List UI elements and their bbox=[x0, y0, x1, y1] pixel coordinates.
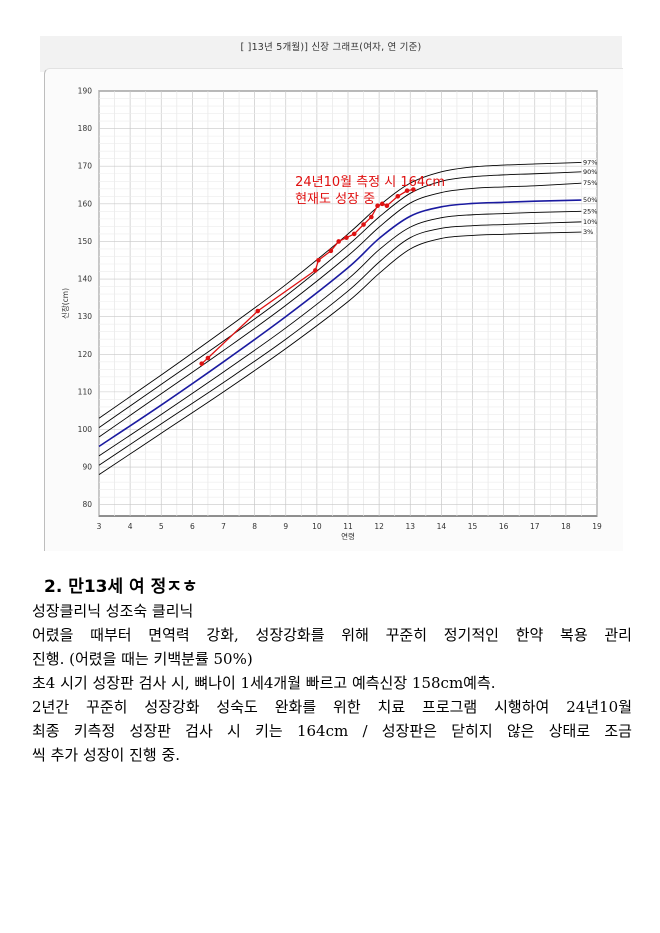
y-tick-label: 110 bbox=[78, 387, 93, 396]
measured-height-point bbox=[351, 231, 357, 237]
x-tick-label: 15 bbox=[468, 522, 478, 531]
y-tick-label: 150 bbox=[78, 237, 93, 246]
growth-chart: 80 90 100 110 120 130 140 150 160 170 180 190 3 4 5 6 7 8… bbox=[60, 87, 602, 542]
measured-height-point bbox=[313, 268, 318, 273]
percentile-curve-10 bbox=[98, 221, 582, 466]
paragraph-line: 진행. (어렸을 때는 키백분률 50%) bbox=[32, 650, 253, 668]
y-tick-label: 90 bbox=[82, 463, 92, 472]
measured-height-point bbox=[375, 203, 380, 209]
x-tick-label: 3 bbox=[97, 522, 102, 531]
measured-height-point bbox=[384, 203, 390, 209]
measured-height-point bbox=[205, 355, 211, 361]
paragraph-line: 최종 키측정 성장판 검사 시 키는 164cm / 성장판은 닫히지 않은 상… bbox=[32, 722, 632, 740]
measured-height-point bbox=[404, 188, 410, 193]
y-tick-label: 190 bbox=[78, 87, 93, 96]
y-tick-label: 120 bbox=[78, 350, 93, 359]
x-tick-label: 19 bbox=[592, 522, 602, 531]
paragraph-line: 초4 시기 성장판 검사 시, 뼈나이 1세4개월 빠르고 예측신장 158cm… bbox=[32, 674, 496, 692]
y-tick-label: 160 bbox=[78, 199, 93, 208]
paragraph-line: 어렸을 때부터 면역력 강화, 성장강화를 위해 꾸준히 정기적인 한약 복용 … bbox=[32, 626, 632, 644]
percentile-label: 10% bbox=[583, 218, 597, 226]
x-tick-label: 14 bbox=[437, 522, 447, 531]
paragraph-line: 성장클리닉 성조숙 클리닉 bbox=[32, 602, 194, 620]
percentile-curve-50 bbox=[98, 199, 582, 448]
y-tick-label: 130 bbox=[78, 312, 93, 321]
y-tick-label: 100 bbox=[78, 425, 93, 434]
chart-title: [ ]13년 5개월)] 신장 그래프(여자, 연 기준) bbox=[240, 42, 422, 53]
percentile-label: 90% bbox=[583, 168, 597, 176]
y-tick-label: 170 bbox=[78, 162, 93, 171]
x-tick-label: 9 bbox=[283, 522, 288, 531]
percentile-curve-90 bbox=[98, 171, 582, 428]
x-tick-label: 4 bbox=[128, 522, 133, 531]
measured-height-point bbox=[361, 222, 366, 227]
y-tick-label: 140 bbox=[78, 275, 93, 284]
percentile-label: 50% bbox=[583, 196, 597, 204]
x-tick-label: 5 bbox=[159, 522, 164, 531]
x-tick-label: 18 bbox=[561, 522, 571, 531]
measured-height-point bbox=[328, 248, 334, 254]
chart-annotation: 현재도 성장 중 bbox=[295, 192, 375, 207]
measured-height-point bbox=[316, 257, 321, 263]
x-tick-label: 7 bbox=[221, 522, 226, 531]
percentile-label: 97% bbox=[583, 158, 597, 166]
y-tick-label: 80 bbox=[82, 500, 92, 509]
paragraph-line: 씩 추가 성장이 진행 중. bbox=[32, 746, 181, 764]
percentile-curve-3 bbox=[98, 231, 582, 476]
x-tick-label: 11 bbox=[343, 522, 353, 531]
x-tick-label: 8 bbox=[252, 522, 257, 531]
percentile-curve-97 bbox=[98, 162, 582, 419]
figure-header: [ ]13년 5개월)] 신장 그래프(여자, 연 기준) bbox=[40, 36, 622, 72]
measured-height-point bbox=[369, 214, 374, 220]
measured-height-point bbox=[395, 194, 401, 199]
measured-height-point bbox=[379, 201, 385, 207]
growth-chart-figure: [ ]13년 5개월)] 신장 그래프(여자, 연 기준) 80 90 100 110… bbox=[40, 36, 623, 551]
x-tick-label: 10 bbox=[312, 522, 322, 531]
x-tick-label: 6 bbox=[190, 522, 195, 531]
y-tick-label: 180 bbox=[78, 124, 93, 133]
percentile-label: 3% bbox=[583, 228, 593, 236]
case-description: 성장클리닉 성조숙 클리닉 어렸을 때부터 면역력 강화, 성장강화를 위해 꾸… bbox=[32, 599, 632, 767]
measured-height-point bbox=[344, 235, 349, 240]
section-heading: 2. 만13세 여 정ㅈㅎ bbox=[44, 577, 198, 597]
x-tick-label: 17 bbox=[530, 522, 540, 531]
x-axis-label: 연령 bbox=[341, 532, 355, 541]
percentile-curve-25 bbox=[98, 210, 582, 457]
y-axis-label: 신장(cm) bbox=[60, 288, 70, 319]
percentile-label: 75% bbox=[583, 179, 597, 187]
percentile-curve-75 bbox=[98, 182, 582, 438]
chart-annotation: 24년10월 측정 시 164cm bbox=[295, 175, 445, 190]
paragraph-line: 2년간 꾸준히 성장강화 성숙도 완화를 위한 치료 프로그램 시행하여 24년… bbox=[32, 698, 632, 716]
x-tick-label: 13 bbox=[405, 522, 415, 531]
measured-height-point bbox=[255, 308, 261, 314]
x-tick-label: 16 bbox=[499, 522, 509, 531]
percentile-label: 25% bbox=[583, 207, 597, 215]
measured-height-point bbox=[411, 187, 416, 192]
x-tick-label: 12 bbox=[374, 522, 384, 531]
measured-height-point bbox=[199, 361, 205, 366]
measured-height-point bbox=[336, 239, 341, 244]
